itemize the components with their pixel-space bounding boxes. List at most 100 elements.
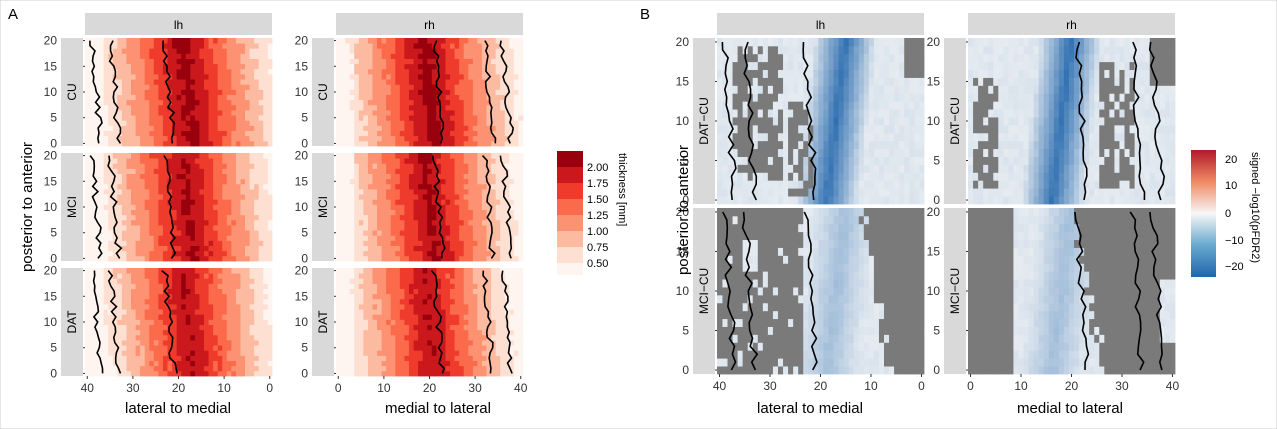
heatmap-cell xyxy=(226,79,232,85)
heatmap-cell xyxy=(372,350,378,356)
heatmap-cell xyxy=(85,168,90,174)
heatmap-cell xyxy=(112,355,118,361)
heatmap-cell xyxy=(468,245,474,252)
heatmap-cell xyxy=(262,345,268,351)
heatmap-cell xyxy=(203,304,209,310)
heatmap-cell xyxy=(167,219,173,226)
heatmap-cell xyxy=(463,130,469,137)
heatmap-cell xyxy=(258,63,264,70)
heatmap-cell xyxy=(203,63,209,70)
heatmap-cell xyxy=(258,245,264,252)
heatmap-cell xyxy=(244,68,250,75)
heatmap-cell xyxy=(135,173,141,180)
heatmap-cell xyxy=(185,225,191,231)
heatmap-cell xyxy=(139,345,145,351)
heatmap-cell xyxy=(199,194,204,200)
heatmap-cell xyxy=(472,53,478,59)
heatmap-cell xyxy=(436,304,442,310)
heatmap-cell xyxy=(386,94,392,101)
heatmap-cell xyxy=(107,63,113,70)
heatmap-cell xyxy=(363,225,369,231)
heatmap-cell xyxy=(454,89,460,95)
heatmap-cell xyxy=(135,104,141,111)
heatmap-cell xyxy=(162,209,168,216)
heatmap-cell xyxy=(422,48,428,54)
heatmap-cell xyxy=(395,298,401,305)
heatmap-cell xyxy=(445,153,451,159)
heatmap-cell xyxy=(126,225,132,231)
heatmap-cell xyxy=(390,245,396,252)
heatmap-cell xyxy=(267,278,273,284)
heatmap-cell xyxy=(244,194,250,200)
heatmap-cell xyxy=(518,214,524,221)
heatmap-cell xyxy=(463,334,469,341)
heatmap-cell xyxy=(404,250,410,257)
heatmap-cell xyxy=(381,183,387,190)
heatmap-cell xyxy=(176,278,182,284)
heatmap-cell xyxy=(491,183,497,190)
heatmap-cell xyxy=(349,350,355,356)
heatmap-cell xyxy=(185,189,191,195)
heatmap-cell xyxy=(171,168,177,174)
heatmap-cell xyxy=(372,219,378,226)
heatmap-cell xyxy=(363,178,369,185)
heatmap-cell xyxy=(468,360,474,367)
heatmap-cell xyxy=(427,94,433,101)
heatmap-cell xyxy=(189,250,195,257)
heatmap-cell xyxy=(157,158,163,164)
heatmap-cells-rh-1 xyxy=(336,153,524,262)
heatmap-cell xyxy=(436,245,442,252)
heatmap-cell xyxy=(103,365,109,372)
heatmap-cell xyxy=(418,298,424,305)
heatmap-cell xyxy=(253,288,259,295)
heatmap-cell xyxy=(459,104,465,111)
heatmap-cell xyxy=(408,298,414,305)
heatmap-cell xyxy=(495,158,501,164)
heatmap-cell xyxy=(235,324,241,331)
heatmap-cell xyxy=(89,140,95,147)
heatmap-cell xyxy=(408,209,414,216)
heatmap-cell xyxy=(445,214,451,221)
heatmap-cell xyxy=(386,53,392,59)
heatmap-cell xyxy=(518,125,524,131)
heatmap-cell xyxy=(230,38,236,44)
heatmap-cell xyxy=(221,43,227,49)
heatmap-cell xyxy=(354,163,360,169)
heatmap-cell xyxy=(477,309,483,315)
heatmap-cell xyxy=(180,140,186,147)
heatmap-cell xyxy=(153,130,159,137)
heatmap-cell xyxy=(481,58,487,65)
heatmap-cell xyxy=(436,168,442,174)
heatmap-cell xyxy=(135,110,141,116)
heatmap-cell xyxy=(404,309,410,315)
heatmap-cell xyxy=(436,140,442,147)
heatmap-cell xyxy=(513,235,519,241)
heatmap-cell xyxy=(418,94,424,101)
heatmap-cell xyxy=(495,125,501,131)
heatmap-cell xyxy=(390,43,396,49)
heatmap-cell xyxy=(377,178,383,185)
region-boundary-line xyxy=(89,155,103,259)
heatmap-cell xyxy=(367,250,373,257)
heatmap-cell xyxy=(367,365,373,372)
heatmap-cell xyxy=(162,255,168,262)
heatmap-cell xyxy=(89,235,95,241)
heatmap-cell xyxy=(518,79,524,85)
heatmap-cell xyxy=(130,79,136,85)
heatmap-cell xyxy=(404,334,410,341)
heatmap-cell xyxy=(481,125,487,131)
heatmap-cell xyxy=(349,79,355,85)
heatmap-cell xyxy=(126,268,132,274)
heatmap-cell xyxy=(377,89,383,95)
heatmap-cell xyxy=(349,209,355,216)
heatmap-cell xyxy=(153,63,159,70)
heatmap-cell xyxy=(399,158,405,164)
heatmap-cell xyxy=(176,163,182,169)
heatmap-cell xyxy=(194,334,200,341)
heatmap-cell xyxy=(513,58,519,65)
heatmap-cell xyxy=(203,48,209,54)
heatmap-cell xyxy=(267,334,273,341)
heatmap-cell xyxy=(459,219,465,226)
heatmap-cell xyxy=(199,38,204,44)
heatmap-cell xyxy=(491,68,497,75)
